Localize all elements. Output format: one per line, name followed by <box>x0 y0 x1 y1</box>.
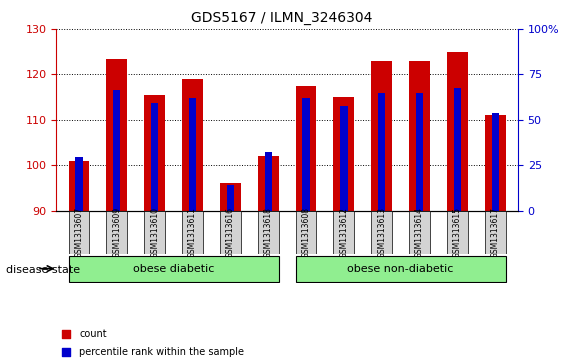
Bar <box>447 52 468 211</box>
Bar <box>106 58 127 211</box>
Bar <box>416 93 423 211</box>
FancyBboxPatch shape <box>409 211 430 254</box>
Text: obese diabetic: obese diabetic <box>133 264 215 274</box>
Text: count: count <box>79 329 107 339</box>
Bar <box>265 152 272 211</box>
Text: GSM1313614: GSM1313614 <box>415 207 424 258</box>
Bar <box>227 185 234 211</box>
Text: GSM1313607: GSM1313607 <box>74 207 83 258</box>
Bar <box>144 95 165 211</box>
Text: GDS5167 / ILMN_3246304: GDS5167 / ILMN_3246304 <box>191 11 372 25</box>
Bar <box>113 90 120 211</box>
FancyBboxPatch shape <box>106 211 127 254</box>
FancyBboxPatch shape <box>485 211 506 254</box>
Bar <box>296 86 316 211</box>
Text: GSM1313616: GSM1313616 <box>226 207 235 258</box>
FancyBboxPatch shape <box>296 211 316 254</box>
Bar <box>485 115 506 211</box>
Text: GSM1313613: GSM1313613 <box>377 207 386 258</box>
Bar <box>151 102 158 211</box>
FancyBboxPatch shape <box>69 211 90 254</box>
FancyBboxPatch shape <box>220 211 241 254</box>
Text: GSM1313615: GSM1313615 <box>453 207 462 258</box>
Text: GSM1313618: GSM1313618 <box>263 207 272 258</box>
FancyBboxPatch shape <box>333 211 354 254</box>
Text: GSM1313611: GSM1313611 <box>188 207 197 258</box>
Text: GSM1313617: GSM1313617 <box>491 207 500 258</box>
FancyBboxPatch shape <box>372 211 392 254</box>
Text: disease state: disease state <box>6 265 80 276</box>
Bar <box>220 183 241 211</box>
Bar <box>75 157 83 211</box>
Bar <box>258 156 279 211</box>
FancyBboxPatch shape <box>258 211 279 254</box>
Bar <box>189 98 196 211</box>
Bar <box>378 93 386 211</box>
Point <box>367 107 376 113</box>
Bar <box>69 160 90 211</box>
Bar <box>372 61 392 211</box>
Point <box>367 272 376 278</box>
Bar <box>454 88 461 211</box>
Bar <box>340 106 347 211</box>
FancyBboxPatch shape <box>296 256 506 282</box>
Text: GSM1313609: GSM1313609 <box>113 207 122 258</box>
FancyBboxPatch shape <box>69 256 279 282</box>
Text: GSM1313612: GSM1313612 <box>339 207 348 258</box>
Bar <box>409 61 430 211</box>
Text: GSM1313608: GSM1313608 <box>302 207 311 258</box>
Text: obese non-diabetic: obese non-diabetic <box>347 264 454 274</box>
FancyBboxPatch shape <box>182 211 203 254</box>
Text: percentile rank within the sample: percentile rank within the sample <box>79 347 244 357</box>
Bar <box>491 113 499 211</box>
Bar <box>182 79 203 211</box>
Bar <box>302 98 310 211</box>
Bar <box>333 97 354 211</box>
Text: GSM1313610: GSM1313610 <box>150 207 159 258</box>
FancyBboxPatch shape <box>447 211 468 254</box>
FancyBboxPatch shape <box>144 211 165 254</box>
